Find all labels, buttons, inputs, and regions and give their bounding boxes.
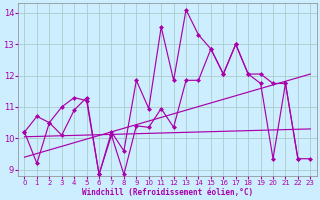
X-axis label: Windchill (Refroidissement éolien,°C): Windchill (Refroidissement éolien,°C) xyxy=(82,188,253,197)
